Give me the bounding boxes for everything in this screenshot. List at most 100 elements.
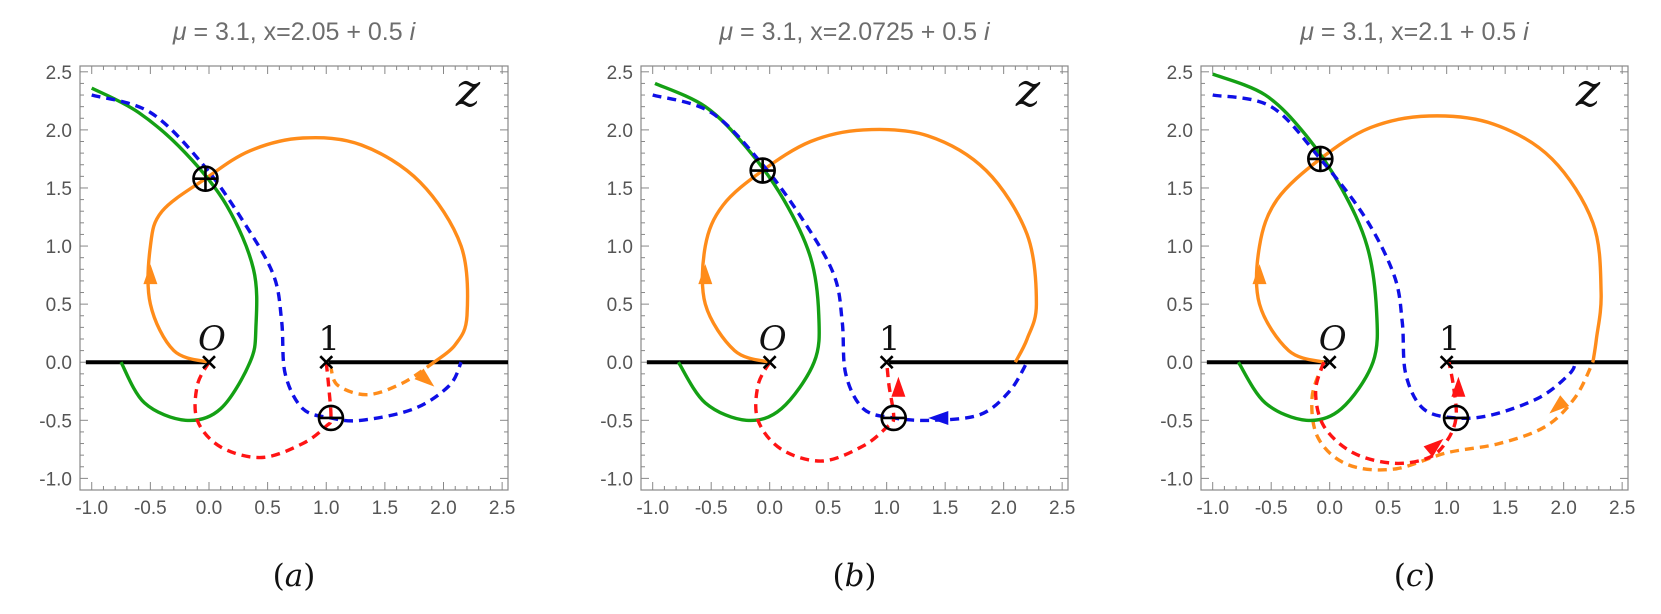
flow-arrow-red <box>891 376 906 397</box>
flow-arrow-red <box>1451 376 1466 397</box>
title-text: = 3.1, x=2.1 + 0.5 <box>1314 18 1523 46</box>
series-green-solid <box>1212 72 1380 423</box>
x-tick-label: 2.5 <box>489 498 515 519</box>
x-tick-label: 2.5 <box>1609 498 1635 519</box>
panel-label: (a) <box>273 558 316 594</box>
x-tick-label: 0.0 <box>196 498 222 519</box>
panel-title: μ = 3.1, x=2.1 + 0.5 i <box>1299 18 1530 46</box>
y-tick-label: 0.5 <box>1167 295 1193 316</box>
x-tick-label: 2.5 <box>1049 498 1075 519</box>
y-tick-label: 1.0 <box>46 237 72 258</box>
x-tick-label: 0.5 <box>254 498 280 519</box>
singular-point-marker <box>319 355 334 370</box>
y-tick-label: 1.5 <box>46 179 72 200</box>
y-tick-label: -1.0 <box>1160 469 1193 490</box>
flow-arrow-orange <box>414 368 435 387</box>
flow-arrow-blue <box>928 411 949 425</box>
singular-point-marker <box>1322 355 1337 370</box>
series-orange-dashed <box>1310 361 1595 472</box>
flow-arrow-red <box>1423 438 1444 458</box>
y-tick-label: 2.0 <box>1167 121 1193 142</box>
y-tick-label: 0.0 <box>46 353 72 374</box>
title-mu: μ <box>172 18 187 46</box>
x-tick-label: -0.5 <box>134 498 167 519</box>
singular-point-label: O <box>1319 319 1347 359</box>
singular-point-label: 1 <box>318 319 340 359</box>
flow-arrow-orange <box>1252 264 1267 285</box>
y-tick-label: -1.0 <box>600 469 633 490</box>
singular-point-label: 1 <box>879 319 901 359</box>
panel-label: (b) <box>832 558 876 594</box>
y-tick-label: -0.5 <box>1160 411 1193 432</box>
plot-frame <box>1200 65 1629 491</box>
x-tick-label: -1.0 <box>75 498 108 519</box>
x-tick-label: 0.5 <box>1375 498 1401 519</box>
plane-label: z <box>1575 63 1601 117</box>
x-tick-label: 0.5 <box>815 498 841 519</box>
title-imag-unit: i <box>1523 18 1530 46</box>
singular-point-marker <box>1439 355 1454 370</box>
y-tick-label: 0.5 <box>607 295 633 316</box>
x-tick-label: 1.0 <box>873 498 899 519</box>
y-tick-label: 2.5 <box>607 63 633 84</box>
panel-title: μ = 3.1, x=2.05 + 0.5 i <box>172 18 417 46</box>
y-tick-label: -1.0 <box>39 469 72 490</box>
singular-point-label: O <box>198 319 226 359</box>
title-imag-unit: i <box>410 18 417 46</box>
series-orange-solid <box>146 135 470 364</box>
y-tick-label: -0.5 <box>600 411 633 432</box>
series-red-dashed <box>193 361 333 460</box>
series-red-dashed <box>1313 361 1459 466</box>
y-tick-label: 1.5 <box>1167 179 1193 200</box>
series-orange-solid <box>1254 114 1603 364</box>
series-blue-dashed <box>91 93 463 423</box>
x-tick-label: 1.5 <box>1492 498 1518 519</box>
panel-letter: a <box>285 558 303 594</box>
singular-point-marker <box>202 355 216 370</box>
flow-arrow-orange <box>143 264 158 285</box>
chart-panel-a: μ = 3.1, x=2.05 + 0.5 i -1.0 -0.5 0.0 0.5 1.0… <box>39 18 515 594</box>
singular-point-label: O <box>759 319 787 359</box>
plot-frame <box>640 65 1069 491</box>
chart-panel-c: μ = 3.1, x=2.1 + 0.5 i -1.0 -0.5 0.0 0.5 1.0 1… <box>1160 18 1635 594</box>
panel-label: (c) <box>1394 558 1436 594</box>
x-tick-label: 0.0 <box>756 498 782 519</box>
y-tick-label: 0.0 <box>607 353 633 374</box>
x-tick-label: 2.0 <box>1550 498 1576 519</box>
plane-label: z <box>455 63 481 117</box>
y-tick-label: 0.5 <box>46 295 72 316</box>
panel-letter: b <box>845 558 865 594</box>
x-tick-label: -1.0 <box>636 498 669 519</box>
y-tick-label: -0.5 <box>39 411 72 432</box>
panel-letter: c <box>1406 558 1423 594</box>
series-green-solid <box>90 86 259 423</box>
title-mu: μ <box>1299 18 1314 46</box>
series-orange-solid <box>700 127 1039 364</box>
x-tick-label: -0.5 <box>1255 498 1288 519</box>
y-tick-label: 1.5 <box>607 179 633 200</box>
x-tick-label: 2.0 <box>430 498 456 519</box>
series-blue-dashed <box>652 93 1029 423</box>
y-tick-label: 1.0 <box>607 237 633 258</box>
singular-point-marker <box>879 355 894 370</box>
x-tick-label: -1.0 <box>1196 498 1229 519</box>
singular-point-marker <box>762 355 777 370</box>
title-text: = 3.1, x=2.05 + 0.5 <box>187 18 410 46</box>
series-blue-dashed <box>1212 93 1577 421</box>
y-tick-label: 0.0 <box>1167 353 1193 374</box>
plane-label: z <box>1015 63 1041 117</box>
flow-arrow-orange <box>1549 395 1570 414</box>
y-tick-label: 2.5 <box>1167 63 1193 84</box>
plot-frame <box>79 65 509 491</box>
flow-arrow-orange <box>698 264 713 285</box>
title-mu: μ <box>718 18 733 46</box>
y-tick-label: 2.5 <box>46 63 72 84</box>
series-red-dashed <box>754 361 896 463</box>
x-tick-label: 1.0 <box>313 498 339 519</box>
x-tick-label: 1.5 <box>932 498 958 519</box>
x-tick-label: 1.0 <box>1433 498 1459 519</box>
y-tick-label: 2.0 <box>607 121 633 142</box>
title-text: = 3.1, x=2.0725 + 0.5 <box>733 18 984 46</box>
singular-point-label: 1 <box>1439 319 1461 359</box>
